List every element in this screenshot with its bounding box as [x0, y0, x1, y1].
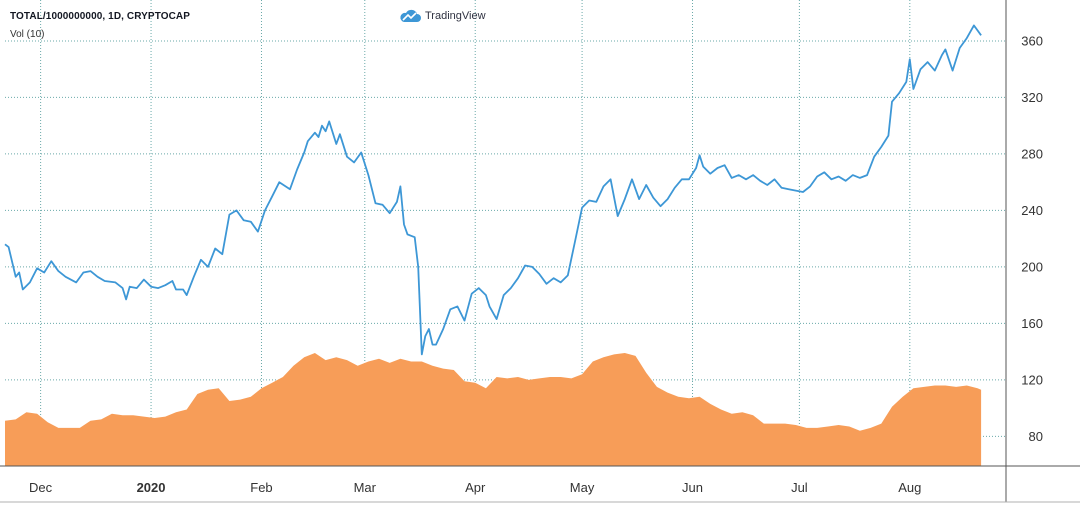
y-tick-label: 160	[1021, 316, 1043, 331]
x-axis-labels: Dec 2020 Feb Mar Apr May Jun Jul Aug	[29, 480, 921, 495]
axis-layer	[0, 0, 1080, 503]
symbol-title[interactable]: TOTAL/1000000000, 1D, CRYPTOCAP	[10, 11, 191, 22]
y-tick-label: 200	[1021, 259, 1043, 274]
tradingview-logo[interactable]: TradingView	[399, 8, 486, 24]
brand-label: TradingView	[425, 10, 486, 22]
x-tick-label: Jun	[682, 480, 703, 495]
x-tick-label: May	[570, 480, 595, 495]
x-tick-label: Aug	[898, 480, 921, 495]
volume-area	[5, 353, 982, 466]
x-tick-label: 2020	[137, 480, 166, 495]
y-tick-label: 240	[1021, 203, 1043, 218]
x-tick-label: Apr	[465, 480, 486, 495]
volume-layer	[5, 353, 982, 466]
y-tick-label: 80	[1029, 429, 1043, 444]
y-tick-label: 320	[1021, 90, 1043, 105]
x-tick-label: Mar	[354, 480, 377, 495]
y-tick-label: 280	[1021, 146, 1043, 161]
volume-indicator-label[interactable]: Vol (10)	[10, 29, 45, 40]
cloud-icon	[400, 9, 421, 22]
y-tick-label: 120	[1021, 372, 1043, 387]
y-axis-labels: 80 120 160 200 240 280 320 360	[1021, 33, 1043, 443]
x-tick-label: Feb	[250, 480, 272, 495]
price-line	[4, 24, 982, 356]
x-tick-label: Dec	[29, 480, 53, 495]
y-tick-label: 360	[1021, 33, 1043, 48]
x-tick-label: Jul	[791, 480, 808, 495]
price-layer	[4, 24, 982, 356]
